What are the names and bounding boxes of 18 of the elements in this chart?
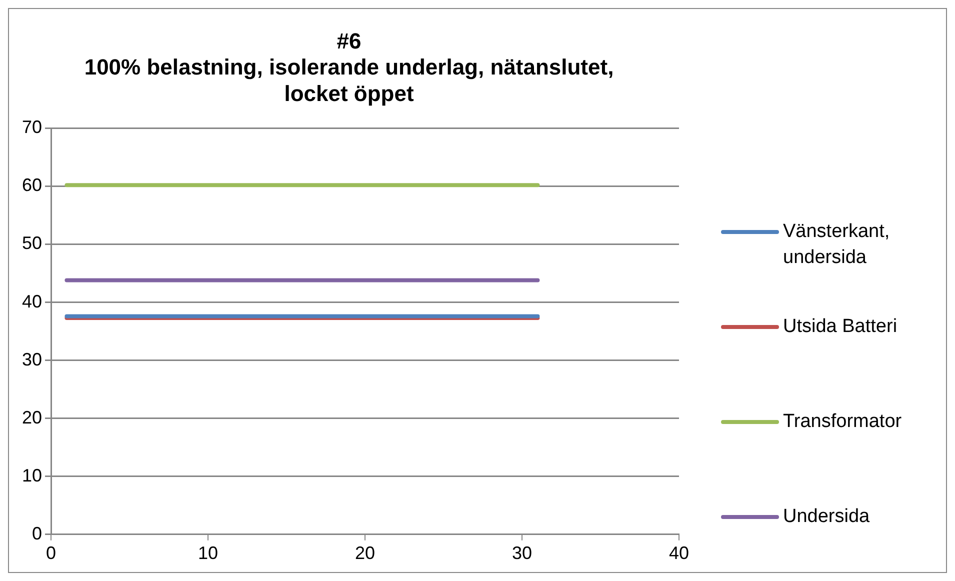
legend-label: Utsida Batteri	[783, 315, 898, 339]
legend-label: Undersida	[783, 505, 870, 529]
y-tick-label: 10	[22, 465, 42, 486]
legend-label: Vänsterkant, undersida	[783, 220, 891, 270]
legend-label: Transformator	[783, 410, 902, 434]
y-tick-label: 30	[22, 349, 42, 370]
y-tick-label: 50	[22, 233, 42, 254]
y-tick-label: 70	[22, 117, 42, 138]
x-tick-label: 30	[512, 543, 532, 564]
x-tick-label: 0	[46, 543, 56, 564]
y-tick-label: 20	[22, 407, 42, 428]
y-tick-label: 40	[22, 291, 42, 312]
x-tick-label: 20	[354, 543, 376, 564]
y-tick-label: 60	[22, 175, 42, 196]
x-tick-label: 40	[668, 543, 690, 564]
chart-title: #6 100% belastning, isolerande underlag, nätanslutet, locket öppet	[84, 28, 614, 106]
y-tick-label: 0	[32, 523, 42, 544]
x-tick-label: 10	[198, 543, 218, 564]
